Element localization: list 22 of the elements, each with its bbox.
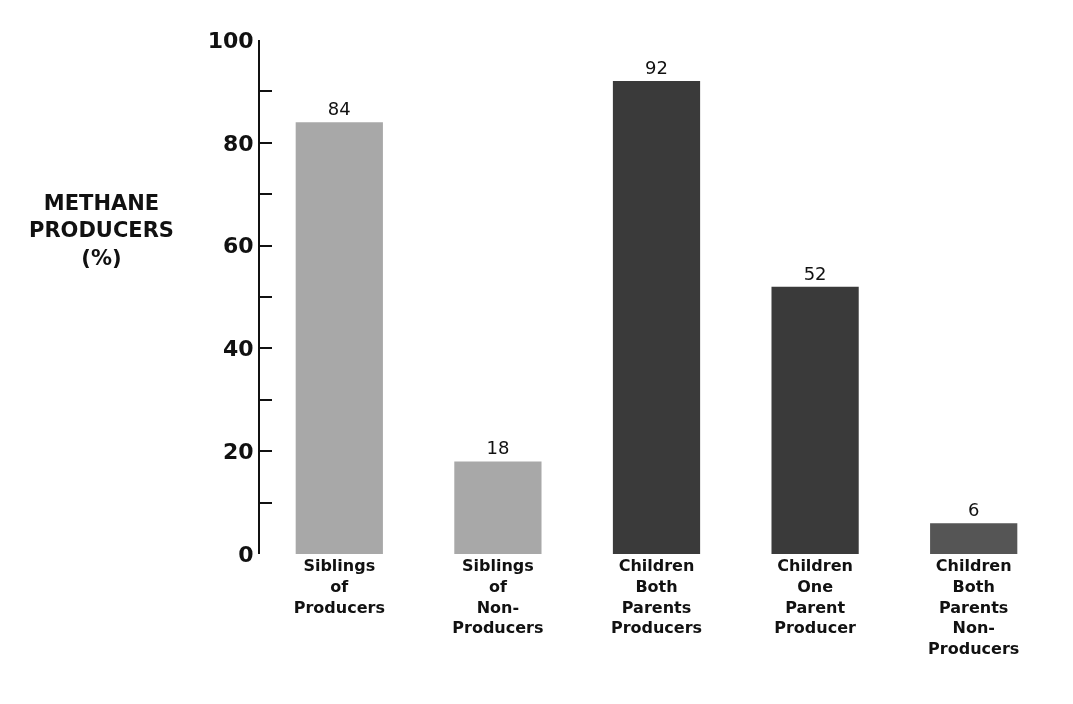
y-tick-label: 60 bbox=[222, 233, 254, 259]
x-tick-label: Children One Parent Producer bbox=[774, 556, 857, 638]
y-tick-label: 40 bbox=[222, 336, 254, 362]
x-tick-label: Children Both Parents Non- Producers bbox=[928, 556, 1020, 659]
bar bbox=[454, 461, 542, 554]
y-tick-label: 0 bbox=[238, 541, 254, 567]
y-tick-label: 20 bbox=[222, 438, 254, 464]
y-tick-label: 100 bbox=[207, 27, 254, 53]
bar bbox=[771, 286, 859, 554]
x-tick-label: Children Both Parents Producers bbox=[610, 556, 703, 638]
data-label: 18 bbox=[486, 437, 510, 459]
data-label: 52 bbox=[803, 262, 827, 284]
y-tick-label: 80 bbox=[222, 130, 254, 156]
data-label: 84 bbox=[327, 98, 351, 120]
y-axis-title: METHANE PRODUCERS (%) bbox=[29, 191, 174, 270]
bar bbox=[930, 523, 1018, 554]
data-label: 6 bbox=[967, 499, 980, 521]
bar bbox=[612, 81, 701, 554]
bar bbox=[295, 122, 383, 554]
x-tick-label: Siblings of Non- Producers bbox=[452, 556, 544, 638]
data-label: 92 bbox=[645, 57, 668, 79]
x-tick-label: Siblings of Producers bbox=[293, 556, 385, 617]
